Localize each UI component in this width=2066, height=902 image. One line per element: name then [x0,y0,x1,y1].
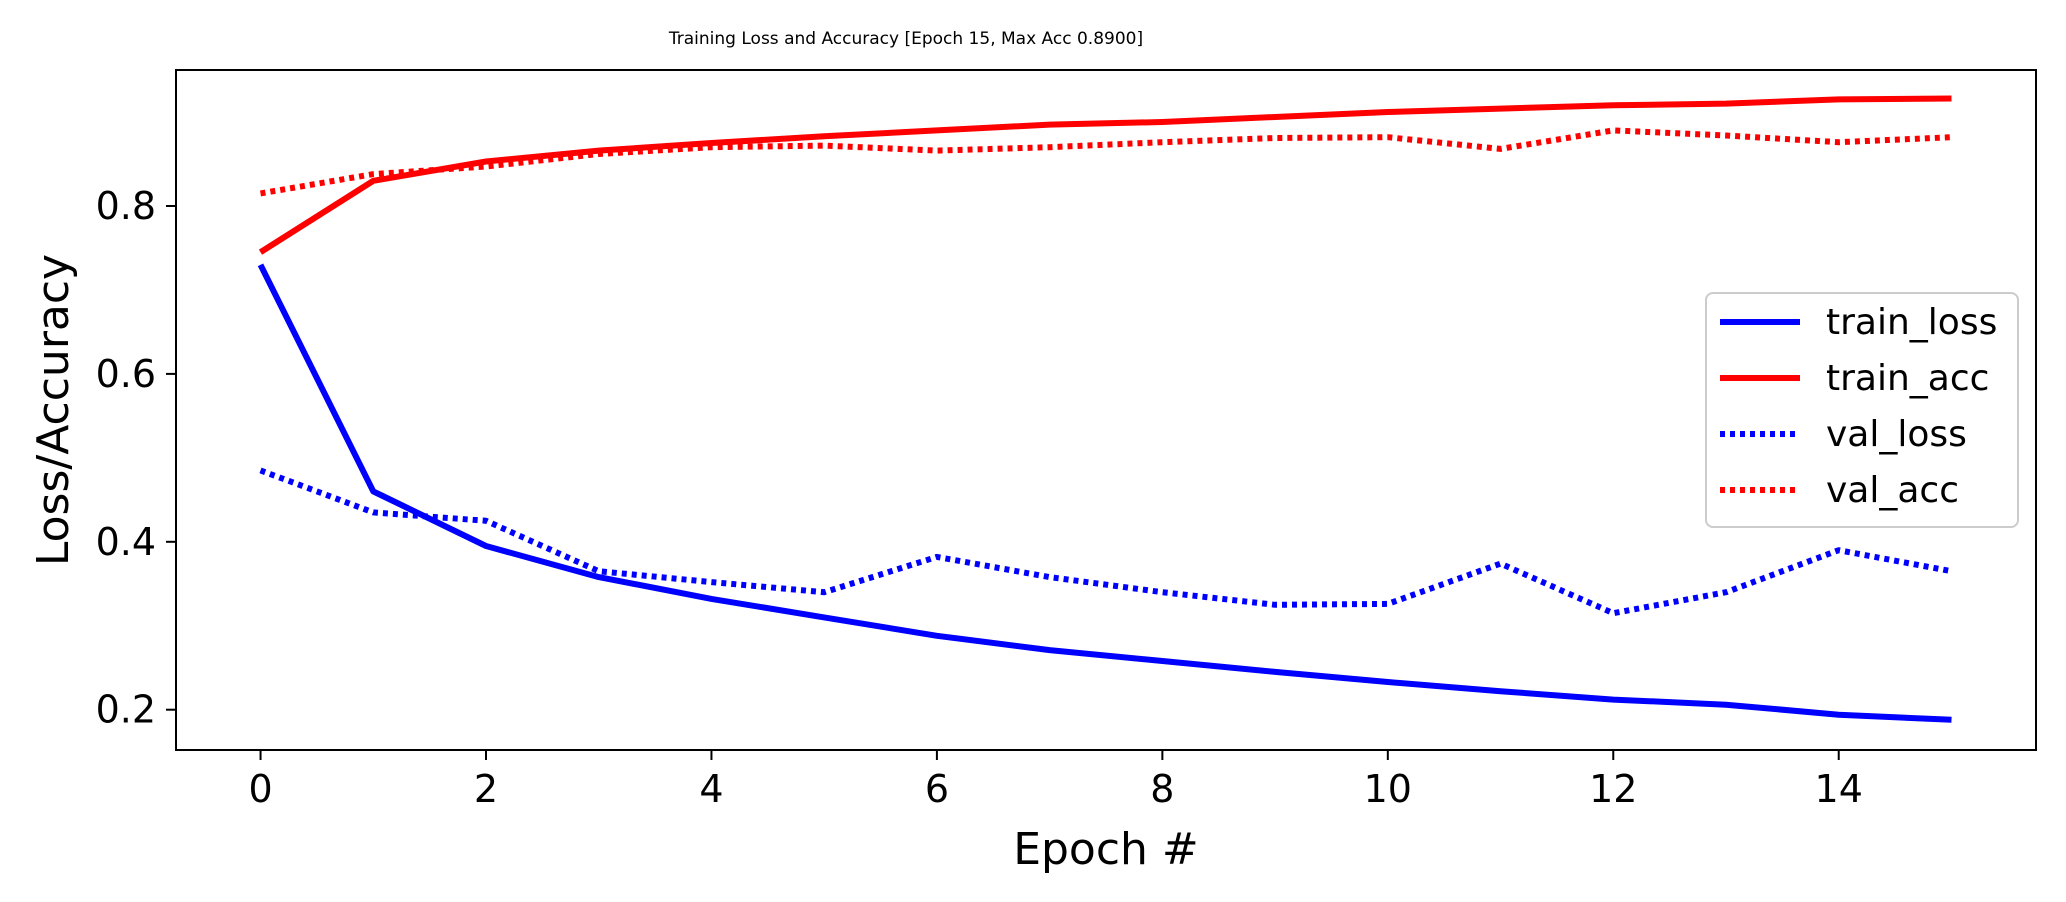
series-line-val-loss [259,467,1953,617]
x-tick-label: 8 [1150,767,1174,811]
legend-label-train-loss: train_loss [1826,302,1997,343]
y-tick-label: 0.8 [96,184,156,228]
chart-title: Training Loss and Accuracy [Epoch 15, Ma… [668,29,1143,49]
legend-items: train_loss train_acc val_loss val_acc [1720,302,1997,511]
series-line-train-acc [258,95,1952,255]
x-tick-label: 4 [699,767,723,811]
y-axis-ticks: 0.2 0.4 0.6 0.8 [96,184,176,732]
x-tick-label: 6 [925,767,949,811]
x-tick-label: 14 [1815,767,1863,811]
y-tick-label: 0.4 [96,520,156,564]
x-tick-label: 0 [248,767,272,811]
plot-frame [175,69,2037,751]
series-line-val-acc [259,127,1952,197]
legend-frame [1705,292,2019,528]
x-tick-label: 10 [1364,767,1412,811]
x-axis-label: Epoch # [1013,824,1199,875]
x-axis-ticks: 0 2 4 6 8 10 12 14 [248,750,1863,811]
legend-label-val-acc: val_acc [1826,470,1959,511]
legend: train_loss train_acc val_loss val_acc [1705,292,2019,528]
x-tick-label: 12 [1589,767,1637,811]
series-line-train-loss [257,263,1952,723]
x-tick-label: 2 [474,767,498,811]
y-tick-label: 0.6 [96,352,156,396]
series-layer [257,95,1953,723]
y-axis-label: Loss/Accuracy [28,254,79,566]
y-tick-label: 0.2 [96,688,156,732]
legend-label-val-loss: val_loss [1826,414,1967,455]
legend-label-train-acc: train_acc [1826,358,1989,399]
